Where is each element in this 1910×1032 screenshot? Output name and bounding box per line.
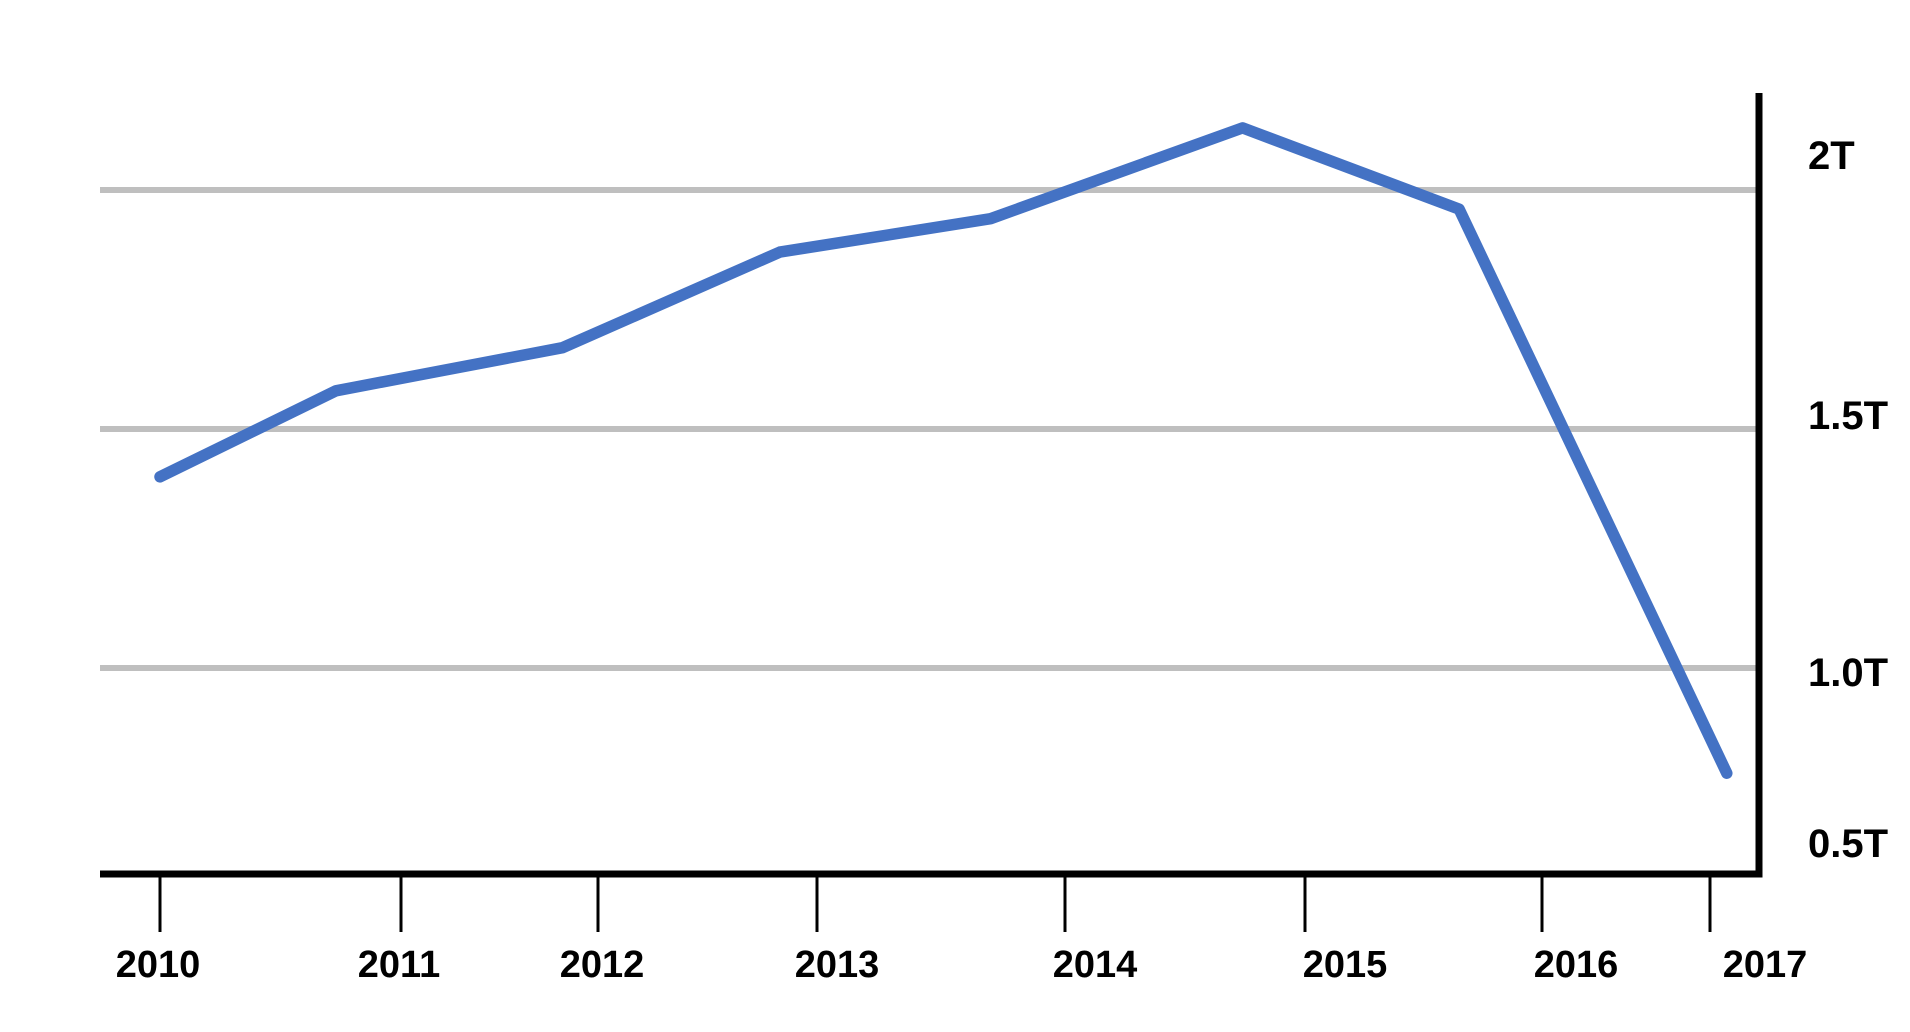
x-tick-label: 2017 (1723, 944, 1808, 986)
x-tick-label: 2015 (1303, 944, 1388, 986)
y-tick-label: 2T (1808, 134, 1855, 178)
data-line-value-trillions (154, 122, 1733, 779)
x-tick-label: 2010 (116, 944, 201, 986)
y-tick-label: 1.5T (1808, 394, 1888, 438)
x-tick-label: 2014 (1053, 944, 1138, 986)
gridlines-group (100, 187, 1756, 671)
x-tick-label: 2011 (358, 944, 440, 986)
x-tick-labels-group: 2010 2011 2012 2013 2014 2015 2016 2017 (116, 944, 1808, 986)
y-tick-label: 1.0T (1808, 651, 1888, 695)
x-tick-label: 2016 (1534, 944, 1619, 986)
y-tick-label: 0.5T (1808, 822, 1888, 866)
x-tick-label: 2012 (560, 944, 645, 986)
x-tick-label: 2013 (795, 944, 880, 986)
x-tick-marks-group (158, 876, 1712, 932)
y-tick-labels-group: 2T 1.5T 1.0T 0.5T (1808, 134, 1888, 866)
